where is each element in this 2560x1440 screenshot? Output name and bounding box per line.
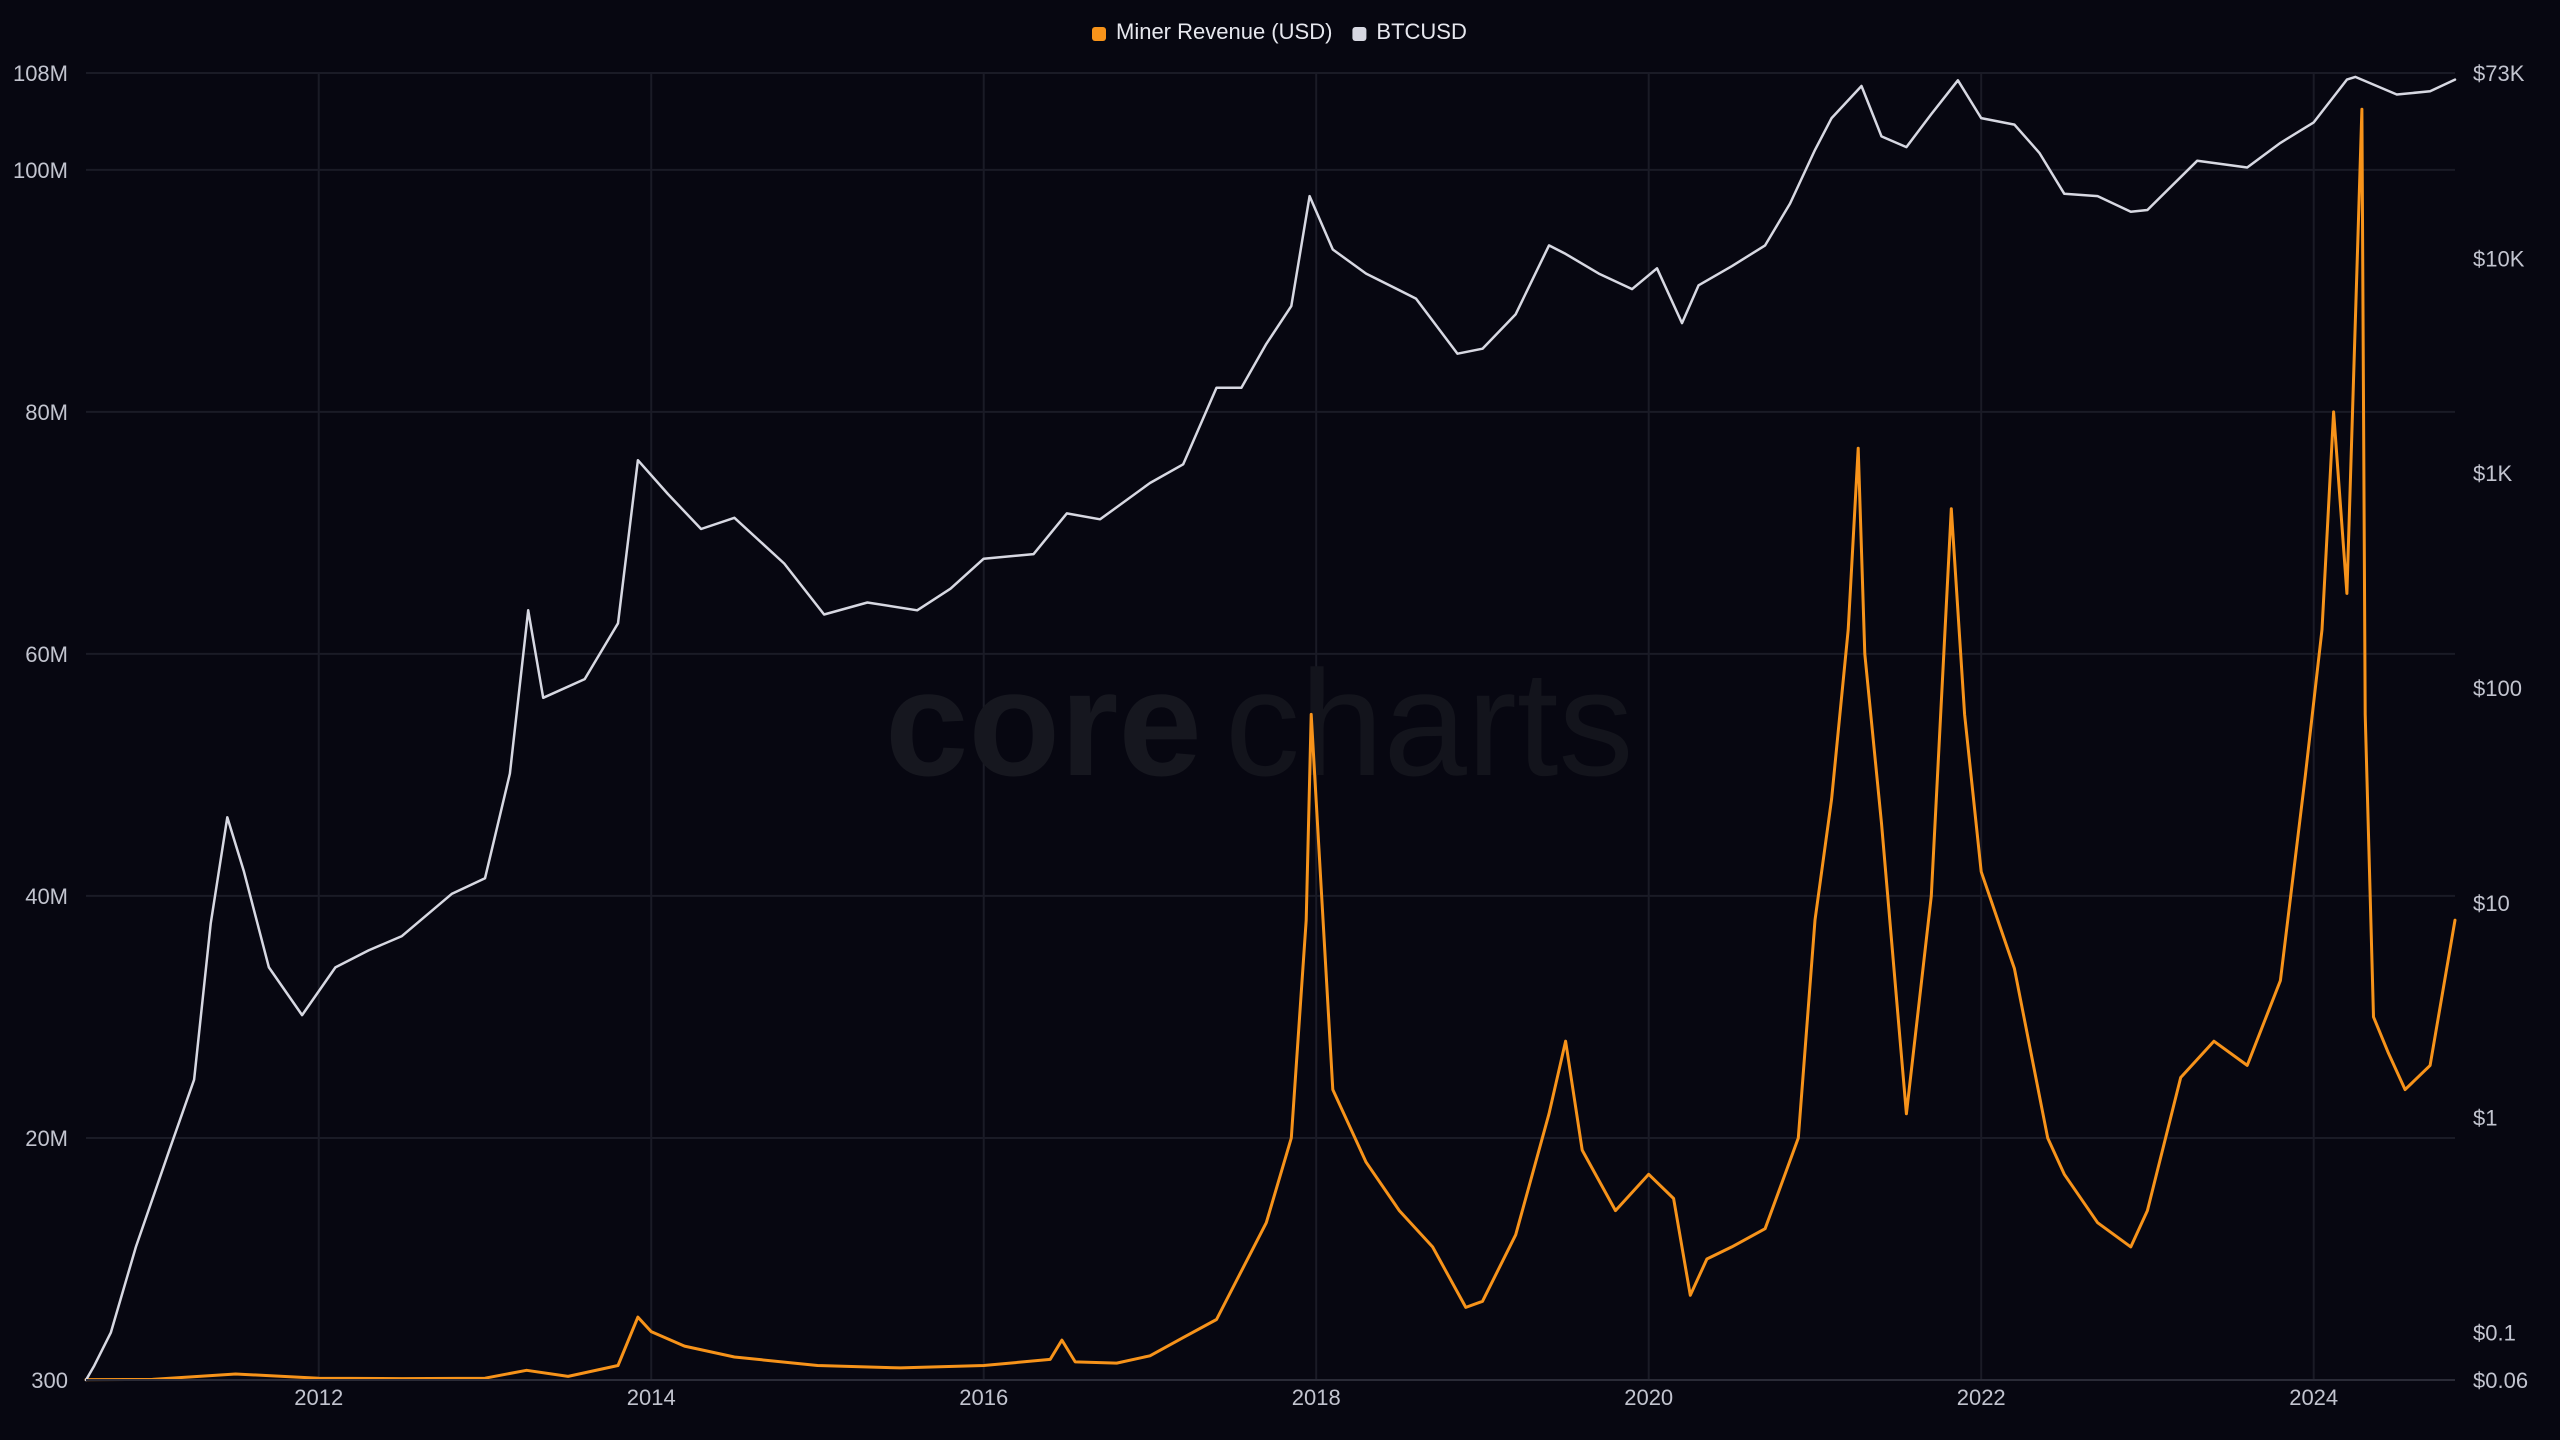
y-left-tick-label: 60M [25,642,68,667]
watermark-text-core: core [885,639,1202,807]
grid-layer [86,72,2455,1381]
y-left-tick-label: 108M [13,61,68,86]
x-tick-label: 2018 [1292,1385,1341,1410]
y-right-tick-label: $1K [2473,461,2512,486]
y-right-tick-label: $100 [2473,676,2522,701]
y-left-tick-label: 300 [31,1368,68,1393]
x-tick-label: 2020 [1624,1385,1673,1410]
y-right-tick-label: $1 [2473,1106,2497,1131]
y-right-tick-label: $10 [2473,891,2510,916]
y-left-tick-label: 20M [25,1126,68,1151]
legend: Miner Revenue (USD) BTCUSD [1092,19,1467,44]
watermark-text-charts: charts [1225,639,1633,807]
watermark: core charts [885,639,1633,807]
x-tick-label: 2016 [959,1385,1008,1410]
legend-entry-miner-revenue[interactable]: Miner Revenue (USD) [1092,19,1332,44]
legend-label: BTCUSD [1376,19,1466,44]
series-line-btcusd [84,75,2457,1382]
x-tick-label: 2012 [294,1385,343,1410]
y-left-tick-label: 100M [13,158,68,183]
axes-layer: 300 20M 40M 60M 80M 100M 108M $0.06 $0.1 $1 $10 $10… [13,61,2528,1410]
x-tick-label: 2022 [1957,1385,2006,1410]
series-line-miner-revenue [84,107,2457,1382]
legend-entry-btcusd[interactable]: BTCUSD [1352,19,1467,44]
x-tick-label: 2024 [2289,1385,2338,1410]
y-left-tick-label: 80M [25,400,68,425]
x-tick-label: 2014 [627,1385,676,1410]
legend-label: Miner Revenue (USD) [1116,19,1332,44]
y-right-tick-label: $0.06 [2473,1368,2528,1393]
series-layer [84,75,2457,1382]
y-right-tick-label: $0.1 [2473,1320,2516,1345]
legend-swatch [1092,27,1106,41]
y-right-tick-label: $10K [2473,246,2525,271]
legend-swatch [1352,27,1367,41]
y-left-tick-label: 40M [25,884,68,909]
y-right-tick-label: $73K [2473,61,2525,86]
